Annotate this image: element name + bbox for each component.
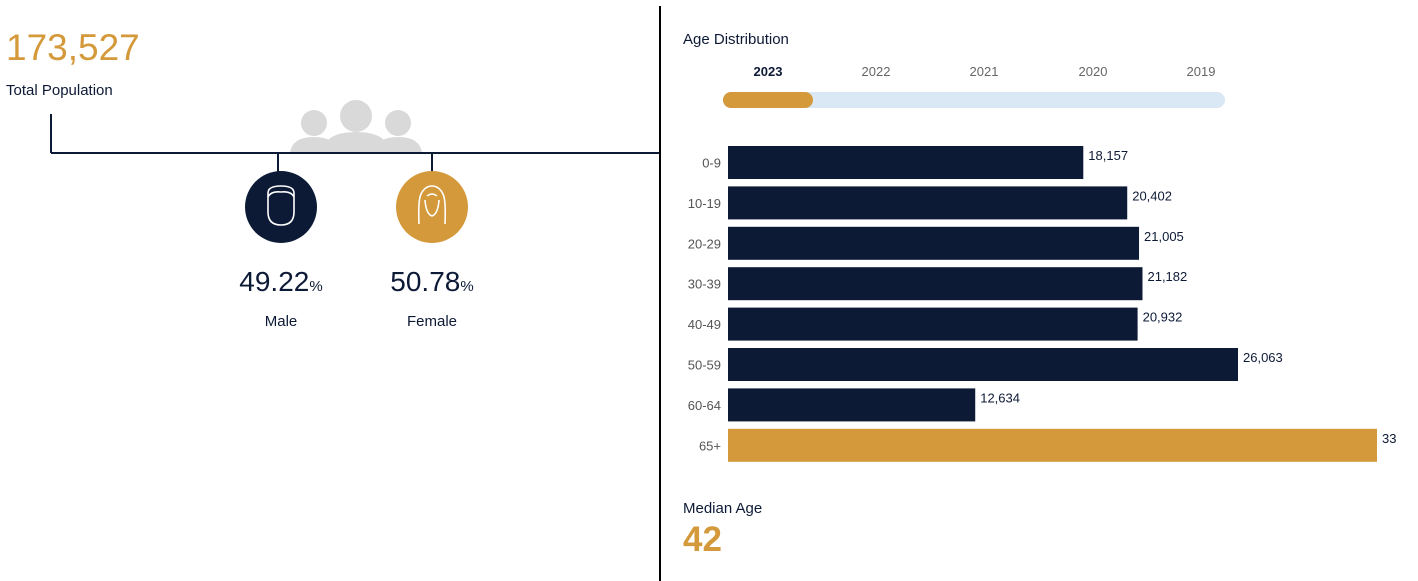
total-population-value: 173,527 <box>6 27 140 68</box>
male-percentage: 49.22% <box>239 266 323 297</box>
bar-60-64[interactable] <box>728 388 976 422</box>
female-icon <box>396 171 468 243</box>
age-distribution-title: Age Distribution <box>683 31 789 48</box>
category-label-60-64: 60-64 <box>688 398 721 413</box>
value-label-60-64: 12,634 <box>980 390 1020 405</box>
year-tab-2022[interactable]: 2022 <box>861 64 891 79</box>
bar-0-9[interactable] <box>728 146 1084 179</box>
bar-65+[interactable] <box>728 428 1377 462</box>
category-label-40-49: 40-49 <box>688 317 721 332</box>
bar-40-49[interactable] <box>728 307 1138 341</box>
category-label-65+: 65+ <box>699 438 721 453</box>
gender-connector <box>50 100 661 243</box>
category-label-50-59: 50-59 <box>688 358 721 373</box>
value-label-10-19: 20,402 <box>1132 188 1172 203</box>
year-tab-2023[interactable]: 2023 <box>753 64 783 79</box>
female-percentage: 50.78% <box>390 266 474 297</box>
median-age-value: 42 <box>683 520 722 559</box>
year-slider-handle[interactable] <box>723 92 813 108</box>
value-label-65+: 33 <box>1382 431 1396 446</box>
male-label: Male <box>264 313 298 330</box>
bar-10-19[interactable] <box>728 186 1128 220</box>
value-label-50-59: 26,063 <box>1243 350 1283 365</box>
bar-30-39[interactable] <box>728 267 1143 301</box>
median-age-label: Median Age <box>683 500 763 517</box>
year-tab-2019[interactable]: 2019 <box>1186 64 1216 79</box>
value-label-30-39: 21,182 <box>1147 269 1187 284</box>
value-label-40-49: 20,932 <box>1143 310 1183 325</box>
category-label-10-19: 10-19 <box>688 196 721 211</box>
year-tab-2020[interactable]: 2020 <box>1078 64 1108 79</box>
section-divider <box>659 6 661 581</box>
people-group-icon <box>290 100 422 153</box>
category-label-30-39: 30-39 <box>688 277 721 292</box>
value-label-20-29: 21,005 <box>1144 229 1184 244</box>
female-label: Female <box>406 313 458 330</box>
bar-20-29[interactable] <box>728 226 1140 260</box>
category-label-20-29: 20-29 <box>688 236 721 251</box>
year-tab-2021[interactable]: 2021 <box>969 64 999 79</box>
bar-50-59[interactable] <box>728 348 1238 381</box>
category-label-0-9: 0-9 <box>702 156 721 171</box>
year-slider-track[interactable] <box>723 92 1225 108</box>
male-icon <box>245 171 317 243</box>
total-population-label: Total Population <box>6 82 113 99</box>
value-label-0-9: 18,157 <box>1088 148 1128 163</box>
